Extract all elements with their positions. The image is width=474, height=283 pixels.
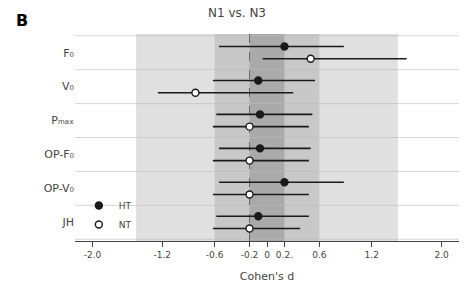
svg-text:F₀: F₀ xyxy=(63,47,74,60)
svg-text:Cohen's d: Cohen's d xyxy=(240,270,294,283)
svg-text:JH: JH xyxy=(61,216,74,229)
svg-text:-1.2: -1.2 xyxy=(153,250,171,260)
svg-text:NT: NT xyxy=(119,220,132,230)
svg-text:N1 vs. N3: N1 vs. N3 xyxy=(208,6,266,20)
svg-text:V₀: V₀ xyxy=(62,80,75,93)
svg-text:0.2.: 0.2. xyxy=(276,250,293,260)
svg-text:-2.0: -2.0 xyxy=(84,250,102,260)
svg-text:2.0: 2.0 xyxy=(434,250,449,260)
svg-text:-0.6: -0.6 xyxy=(206,250,224,260)
svg-text:HT: HT xyxy=(119,201,132,211)
svg-text:OP-F₀: OP-F₀ xyxy=(44,148,74,161)
svg-text:0: 0 xyxy=(264,250,270,260)
svg-text:-0.2: -0.2 xyxy=(241,250,259,260)
svg-text:0.6: 0.6 xyxy=(312,250,327,260)
svg-text:Pₘₐₓ: Pₘₐₓ xyxy=(51,114,74,127)
svg-text:B: B xyxy=(16,11,28,30)
svg-text:1.2: 1.2 xyxy=(365,250,379,260)
svg-text:OP-V₀: OP-V₀ xyxy=(44,182,75,195)
